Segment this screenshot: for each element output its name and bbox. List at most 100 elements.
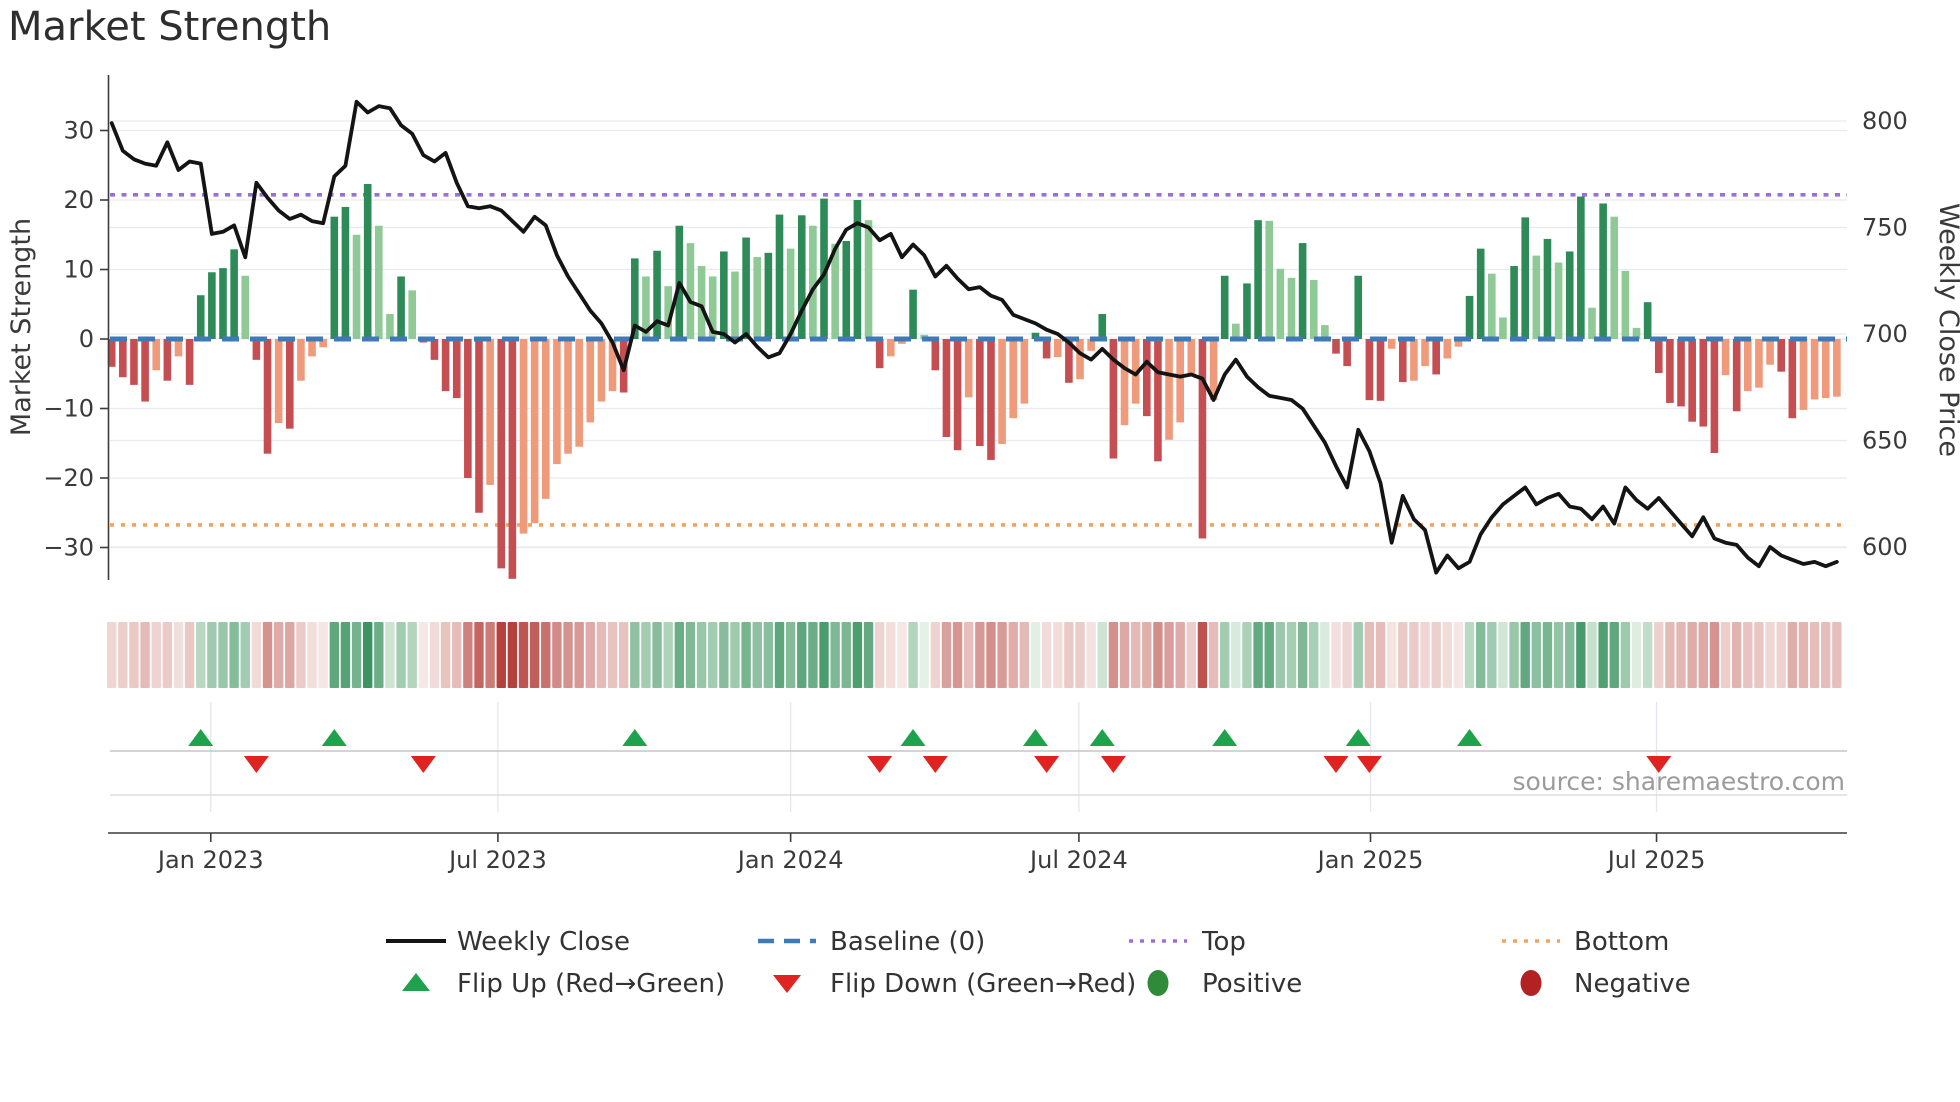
flip-up-marker <box>1345 729 1371 746</box>
strength-bar <box>141 339 149 402</box>
heatmap-cell <box>385 622 395 688</box>
strength-bar <box>1465 295 1474 339</box>
heatmap-cell <box>1286 622 1297 688</box>
strength-bar <box>1131 339 1140 404</box>
flip-up-marker <box>1212 729 1238 746</box>
heatmap-cell <box>1320 622 1330 688</box>
heatmap-cell <box>1565 622 1575 688</box>
heatmap-cell <box>1642 622 1653 688</box>
strength-bar <box>1577 196 1585 339</box>
strength-bar <box>1454 339 1463 347</box>
strength-bar <box>1398 339 1407 383</box>
heatmap-cell <box>1821 622 1831 688</box>
heatmap-cell <box>1064 622 1074 688</box>
heatmap-cell <box>841 622 851 688</box>
strength-bar <box>998 339 1006 444</box>
legend-item: Flip Up (Red→Green) <box>402 969 725 999</box>
strength-bar <box>1098 313 1107 339</box>
strength-bar <box>786 248 795 339</box>
x-tick-label: Jul 2024 <box>1028 846 1128 874</box>
heatmap-cell <box>1453 622 1464 688</box>
flip-down-marker <box>1100 756 1126 773</box>
heatmap-cell <box>1398 622 1408 688</box>
heatmap-cell <box>440 622 451 688</box>
strength-bar <box>1321 325 1329 339</box>
strength-bar <box>107 339 116 367</box>
strength-bar <box>130 339 138 385</box>
strength-bar <box>1198 339 1207 539</box>
heatmap-cell <box>1386 622 1397 688</box>
x-tick-label: Jan 2025 <box>1316 846 1424 874</box>
heatmap-cell <box>518 622 529 688</box>
strength-bar <box>497 339 506 569</box>
strength-bar <box>1298 243 1307 339</box>
heatmap-cell <box>819 622 829 688</box>
heatmap-cell <box>997 622 1007 688</box>
strength-bar <box>1343 339 1351 367</box>
heatmap-cell <box>886 622 896 688</box>
heatmap-cell <box>1108 622 1119 688</box>
strength-bar <box>1755 339 1763 388</box>
heatmap-cell <box>1665 622 1675 688</box>
right-axis-label: Weekly Close Price <box>1933 203 1960 457</box>
legend-label: Top <box>1201 927 1246 957</box>
heatmap-cell <box>307 622 317 688</box>
strength-bar <box>1421 339 1429 367</box>
flip-down-marker <box>922 756 948 773</box>
heatmap-cell <box>774 622 785 688</box>
flip-up-marker <box>622 729 648 746</box>
legend-item: Flip Down (Green→Red) <box>773 969 1136 999</box>
heatmap-cell <box>1208 622 1219 688</box>
strength-bar <box>842 241 851 339</box>
strength-bar <box>853 200 862 339</box>
strength-bar <box>397 276 405 339</box>
strength-bar <box>219 268 227 339</box>
heatmap-cell <box>474 622 484 688</box>
strength-bar <box>1788 339 1797 419</box>
heatmap-cell <box>1832 622 1842 688</box>
strength-bar <box>820 198 828 339</box>
heatmap-cell <box>1130 622 1141 688</box>
strength-bar <box>597 339 606 402</box>
strength-bar <box>185 339 194 385</box>
strength-bar <box>1710 339 1719 453</box>
heatmap-cell <box>162 622 173 688</box>
strength-bar <box>308 339 316 357</box>
heatmap-cell <box>1086 622 1096 688</box>
legend-label: Flip Up (Red→Green) <box>457 969 725 999</box>
heatmap-cell <box>752 622 762 688</box>
axes-and-ticks: 30 20 10 0 −10 −20 −30 800 750 700 650 600 Jan 2023 J… <box>43 75 1908 874</box>
strength-bar <box>1666 339 1674 403</box>
strength-bar <box>564 339 572 454</box>
flip-down-marker <box>410 756 436 773</box>
strength-bar <box>1488 273 1496 339</box>
legend-item: Weekly Close <box>386 927 630 957</box>
strength-bar <box>174 339 183 357</box>
strength-bar <box>1332 339 1340 354</box>
strength-bar <box>831 243 839 339</box>
heatmap-cell <box>1364 622 1375 688</box>
strength-bar <box>530 339 539 524</box>
strength-bar <box>1833 339 1841 397</box>
strength-bar <box>319 339 327 348</box>
strength-bar <box>1209 339 1218 401</box>
source-credit: source: sharemaestro.com <box>1513 767 1846 796</box>
strength-bars <box>107 184 1841 579</box>
strength-bar <box>708 276 717 339</box>
strength-bar <box>1521 217 1530 339</box>
heatmap-cell <box>785 622 796 688</box>
strength-bar <box>1721 339 1730 376</box>
heatmap-cell <box>1030 622 1041 688</box>
strength-bar <box>731 271 739 339</box>
strength-bar <box>1432 339 1440 375</box>
heatmap-cell <box>1197 622 1208 688</box>
heatmap-cell <box>140 622 150 688</box>
heatmap-cell <box>1097 622 1107 688</box>
strength-bar <box>1499 317 1507 339</box>
strength-bar <box>1621 270 1630 339</box>
strength-bar <box>953 339 962 451</box>
left-tick-label: −10 <box>43 395 94 423</box>
heatmap-cell <box>1587 622 1597 688</box>
strength-bar <box>1142 339 1151 417</box>
strength-bar <box>742 237 750 339</box>
